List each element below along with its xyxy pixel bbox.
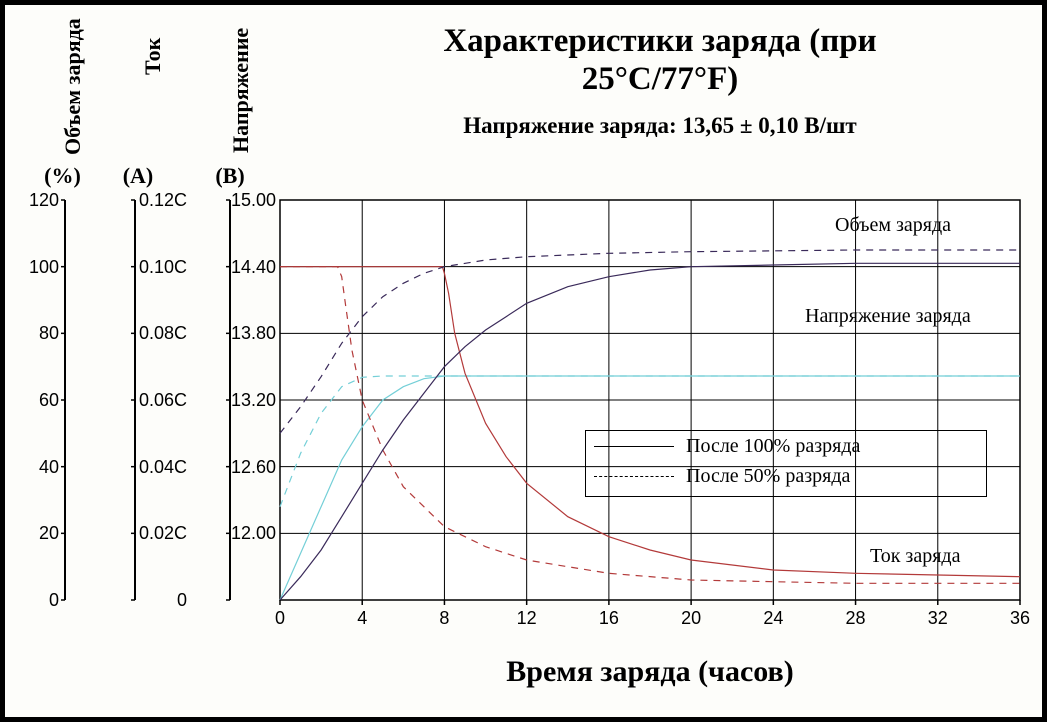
tick-label: 100 xyxy=(4,257,59,278)
tick-label: 20 xyxy=(4,523,59,544)
tick-label: 0 xyxy=(132,590,187,611)
tick-label: 13.80 xyxy=(221,323,276,344)
tick-label: 12.60 xyxy=(221,457,276,478)
tick-label: 14.40 xyxy=(221,257,276,278)
tick-label: 4 xyxy=(342,608,382,629)
tick-label: 15.00 xyxy=(221,190,276,211)
chart-frame: Характеристики заряда (при 25°C/77°F) На… xyxy=(0,0,1047,722)
tick-label: 80 xyxy=(4,323,59,344)
ann-volume: Объем заряда xyxy=(835,214,951,237)
tick-label: 20 xyxy=(671,608,711,629)
tick-label: 24 xyxy=(753,608,793,629)
tick-label: 0 xyxy=(4,590,59,611)
tick-label: 16 xyxy=(589,608,629,629)
tick-label: 40 xyxy=(4,457,59,478)
tick-label: 60 xyxy=(4,390,59,411)
legend-label-100: После 100% разряда xyxy=(686,435,860,458)
tick-label: 28 xyxy=(836,608,876,629)
legend: После 100% разряда После 50% разряда xyxy=(585,430,987,497)
tick-label: 0.02C xyxy=(132,523,187,544)
x-axis-label: Время заряда (часов) xyxy=(280,655,1020,689)
tick-label: 0.12C xyxy=(132,190,187,211)
tick-label: 8 xyxy=(424,608,464,629)
legend-row-100: После 100% разряда xyxy=(586,431,986,461)
tick-label: 0.04C xyxy=(132,457,187,478)
legend-label-50: После 50% разряда xyxy=(686,465,850,488)
tick-label: 12 xyxy=(507,608,547,629)
tick-label: 36 xyxy=(1000,608,1040,629)
tick-label: 32 xyxy=(918,608,958,629)
ann-current: Ток заряда xyxy=(870,545,960,568)
tick-label: 0.10C xyxy=(132,257,187,278)
ann-voltage: Напряжение заряда xyxy=(805,305,971,328)
tick-label: 12.00 xyxy=(221,523,276,544)
tick-label: 13.20 xyxy=(221,390,276,411)
tick-label: 0 xyxy=(260,608,300,629)
tick-label: 0.06C xyxy=(132,390,187,411)
legend-row-50: После 50% разряда xyxy=(586,461,986,491)
legend-swatch-solid xyxy=(594,446,674,447)
legend-swatch-dashed xyxy=(594,476,674,477)
tick-label: 120 xyxy=(4,190,59,211)
tick-label: 0.08C xyxy=(132,323,187,344)
